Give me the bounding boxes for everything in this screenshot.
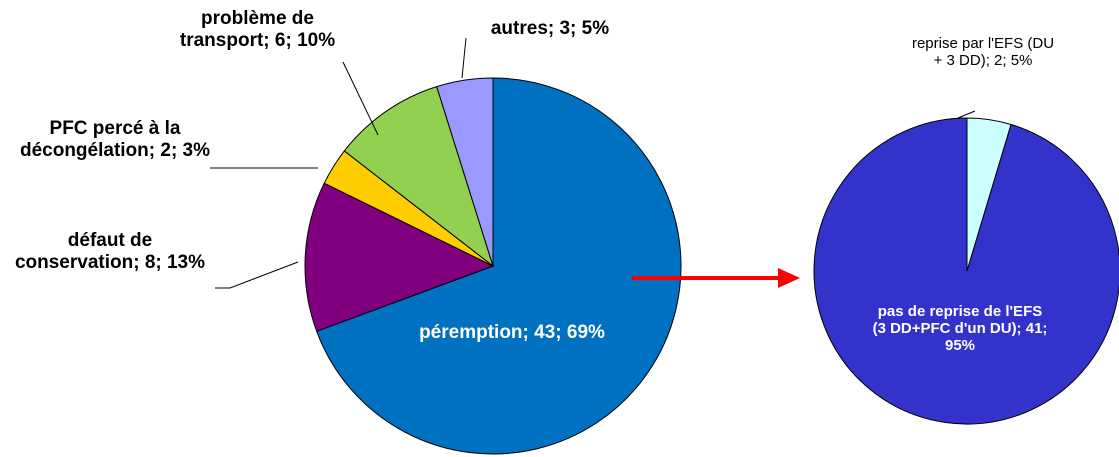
pie-slice (813, 117, 1119, 425)
leader-lines (210, 37, 976, 289)
pie-slice (304, 182, 495, 332)
pie (304, 77, 682, 455)
arrow (632, 268, 800, 288)
data-label: autres; 3; 5% (490, 18, 610, 39)
pie-slice (436, 77, 494, 267)
pie-slice (316, 77, 682, 455)
data-label: défaut de conservation; 8; 13% (14, 230, 206, 273)
data-label: problème de transport; 6; 10% (179, 8, 336, 51)
data-label: péremption; 43; 69% (419, 322, 605, 343)
leader-line (342, 61, 379, 136)
pie (813, 117, 1119, 425)
arrow-head (778, 268, 800, 288)
data-label: PFC percé à la décongélation; 2; 3% (19, 118, 211, 161)
data-label: reprise par l'EFS (DU + 3 DD); 2; 5% (911, 35, 1055, 69)
leader-line (215, 261, 299, 289)
leader-line (957, 110, 976, 119)
pie-slice (343, 85, 494, 268)
data-label: pas de reprise de l'EFS (3 DD+PFC d'un D… (872, 303, 1048, 354)
leader-line (461, 37, 467, 79)
